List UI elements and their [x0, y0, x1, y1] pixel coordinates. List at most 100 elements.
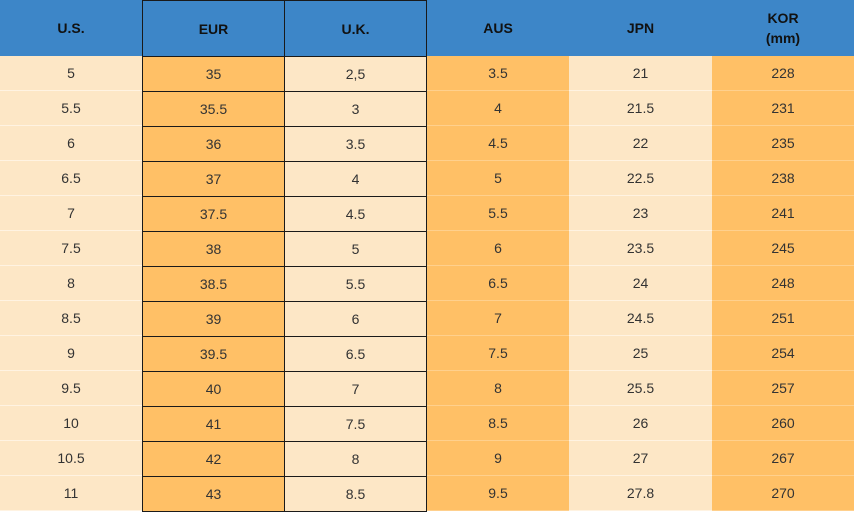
cell-text: 37.5	[199, 206, 228, 222]
table-cell: 9.5	[0, 371, 142, 406]
table-cell: 21	[569, 56, 712, 91]
cell-text: 36	[205, 136, 222, 152]
cell-text: 10.5	[57, 450, 85, 466]
cell-text: 260	[771, 415, 795, 431]
cell-text: 4	[494, 100, 502, 116]
cell-text: 4.5	[488, 135, 508, 151]
table-cell: 7	[0, 196, 142, 231]
cell-text: 3	[351, 101, 360, 117]
cell-text: 9	[494, 450, 502, 466]
cell-text: 25	[632, 345, 649, 361]
cell-text: 11	[63, 485, 79, 501]
cell-text: 248	[771, 275, 795, 291]
table-cell: 37.5	[142, 196, 285, 232]
cell-text: 7.5	[488, 345, 508, 361]
cell-text: 23.5	[626, 240, 655, 256]
cell-text: 5.5	[61, 100, 81, 116]
cell-text: 24	[632, 275, 649, 291]
cell-text: 245	[771, 240, 795, 256]
cell-text: 5.5	[488, 205, 508, 221]
cell-text: 8.5	[345, 486, 366, 502]
cell-text: 27	[632, 450, 649, 466]
cell-text: 39	[205, 311, 222, 327]
table-cell: 7	[427, 301, 569, 336]
table-cell: 235	[712, 126, 854, 161]
cell-text: 26	[632, 415, 649, 431]
cell-text: 231	[771, 100, 795, 116]
cell-text: 22	[632, 135, 649, 151]
table-cell: 7.5	[427, 336, 569, 371]
table-cell: 8.5	[0, 301, 142, 336]
table-cell: 8	[427, 371, 569, 406]
cell-text: 2,5	[345, 66, 366, 82]
table-cell: 4	[427, 91, 569, 126]
table-cell: 10.5	[0, 441, 142, 476]
table-cell: 23	[569, 196, 712, 231]
cell-text: 7	[67, 205, 75, 221]
table-cell: 7.5	[284, 406, 427, 442]
table-cell: 8	[0, 266, 142, 301]
cell-text: 8	[351, 451, 360, 467]
table-cell: 5	[0, 56, 142, 91]
table-cell: 231	[712, 91, 854, 126]
table-cell: 5	[427, 161, 569, 196]
cell-text: JPN	[626, 20, 655, 36]
table-cell: 36	[142, 126, 285, 162]
cell-text: 25.5	[626, 380, 655, 396]
table-cell: 22.5	[569, 161, 712, 196]
table-cell: 6	[427, 231, 569, 266]
cell-text: AUS	[483, 20, 513, 36]
header-cell: JPN	[569, 0, 712, 56]
cell-text: 6.5	[488, 275, 508, 291]
header-cell: AUS	[427, 0, 569, 56]
table-cell: 38.5	[142, 266, 285, 302]
cell-text: 238	[771, 170, 795, 186]
table-cell: 9	[427, 441, 569, 476]
cell-text: 228	[771, 65, 795, 81]
table-cell: 6	[284, 301, 427, 337]
table-cell: 248	[712, 266, 854, 301]
cell-text: 21.5	[626, 100, 655, 116]
cell-text: 10	[63, 415, 79, 431]
cell-text: 6	[351, 311, 360, 327]
cell-text: 5.5	[345, 276, 366, 292]
cell-text: 267	[771, 450, 795, 466]
table-cell: 3.5	[427, 56, 569, 91]
table-cell: 4	[284, 161, 427, 197]
table-cell: 9	[0, 336, 142, 371]
cell-text: 7.5	[345, 416, 366, 432]
cell-text: 22.5	[626, 170, 655, 186]
cell-text: 5	[351, 241, 360, 257]
table-cell: 35.5	[142, 91, 285, 127]
cell-text: 23	[632, 205, 649, 221]
table-cell: 4.5	[427, 126, 569, 161]
table-cell: 21.5	[569, 91, 712, 126]
table-cell: 257	[712, 371, 854, 406]
header-cell: KOR (mm)	[712, 0, 854, 56]
table-cell: 43	[142, 476, 285, 512]
table-cell: 5	[284, 231, 427, 267]
table-cell: 39	[142, 301, 285, 337]
table-cell: 22	[569, 126, 712, 161]
table-cell: 35	[142, 56, 285, 92]
table-cell: 6.5	[284, 336, 427, 372]
cell-text: 43	[205, 486, 222, 502]
cell-text: 270	[771, 485, 795, 501]
table-cell: 5.5	[0, 91, 142, 126]
cell-text: EUR	[198, 20, 229, 37]
table-cell: 7	[284, 371, 427, 407]
table-cell: 270	[712, 476, 854, 511]
table-cell: 245	[712, 231, 854, 266]
table-cell: 7.5	[0, 231, 142, 266]
cell-text: 8.5	[61, 310, 81, 326]
cell-text: 7.5	[61, 240, 81, 256]
cell-text: 8	[67, 275, 75, 291]
table-cell: 41	[142, 406, 285, 442]
cell-text: 38	[205, 241, 222, 257]
table-cell: 25	[569, 336, 712, 371]
cell-text: 5	[494, 170, 502, 186]
table-cell: 5.5	[284, 266, 427, 302]
header-cell: U.S.	[0, 0, 142, 56]
cell-text: 8	[494, 380, 502, 396]
